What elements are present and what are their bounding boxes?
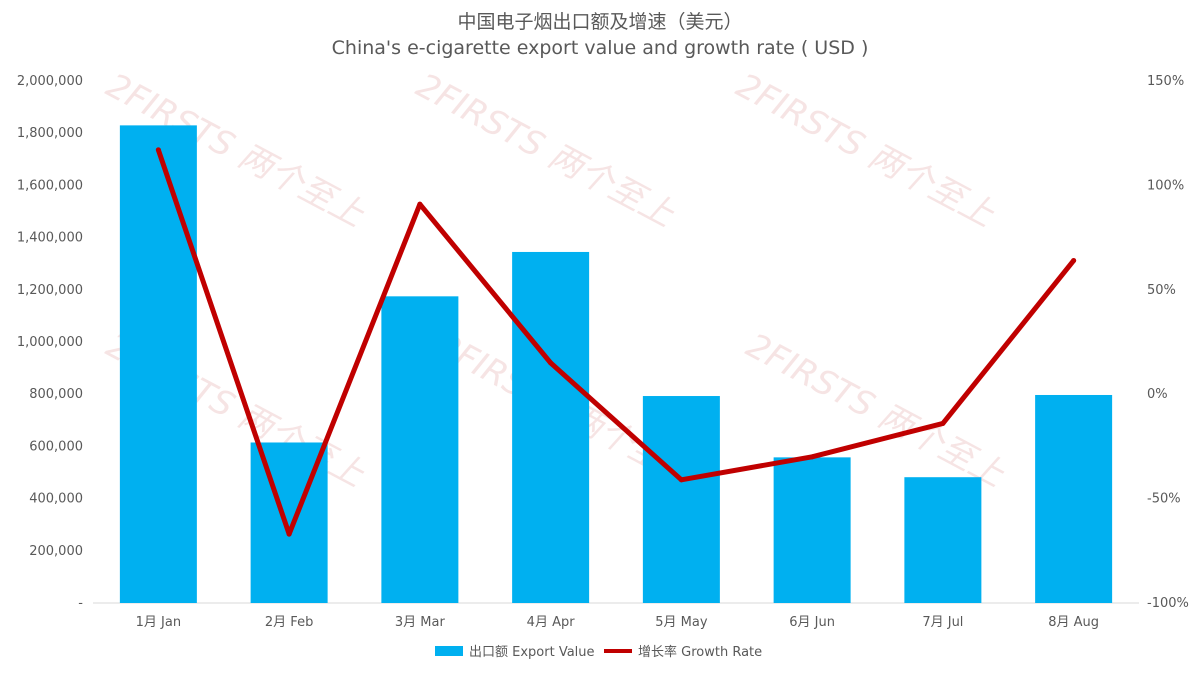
bar-export-value [381,296,459,603]
legend-label-growth: 增长率 Growth Rate [638,644,762,660]
y-right-tick-label: 150% [1147,74,1184,89]
point-growth-rate [286,531,292,537]
y-right-tick-label: -100% [1147,596,1189,611]
y-right-tick-label: -50% [1147,492,1181,507]
watermark-text: 2FIRSTS 两个至上 [730,66,1002,236]
y-left-tick-label: 1,200,000 [17,283,83,298]
bar-export-value [904,477,982,603]
x-tick-label: 7月 Jul [922,615,963,630]
chart-subtitle: China's e-cigarette export value and gro… [332,37,869,59]
point-growth-rate [155,147,161,153]
y-left-tick-label: 400,000 [29,492,83,507]
x-tick-label: 6月 Jun [789,615,835,630]
point-growth-rate [678,477,684,483]
y-left-tick-label: - [78,596,83,611]
bar-export-value [512,251,590,603]
bar-export-value [773,457,851,603]
bar-export-value [119,125,197,604]
y-left-tick-label: 600,000 [29,439,83,454]
chart-title: 中国电子烟出口额及增速（美元） [457,11,742,33]
y-right-tick-label: 50% [1147,283,1176,298]
point-growth-rate [1071,258,1077,264]
point-growth-rate [417,201,423,207]
x-tick-label: 4月 Apr [527,615,576,630]
bar-export-value [642,396,720,603]
right-axis-ticks: -100% -50% 0% 50% 100% 150% [1147,74,1189,611]
x-tick-label: 2月 Feb [265,615,313,630]
watermark-text: 2FIRSTS 两个至上 [410,66,682,236]
legend-swatch-export [435,646,463,656]
y-right-tick-label: 0% [1147,387,1168,402]
legend-label-export: 出口额 Export Value [469,645,595,660]
line-growth-rate [155,147,1077,537]
export-value-bars [119,125,1113,604]
growth-rate-line [155,147,1077,537]
y-left-tick-label: 1,600,000 [17,178,83,193]
point-growth-rate [940,420,946,426]
bar-export-value [1035,394,1113,603]
y-left-tick-label: 1,400,000 [17,231,83,246]
x-tick-label: 3月 Mar [395,615,446,630]
x-tick-label: 8月 Aug [1048,615,1099,630]
x-tick-label: 5月 May [655,615,708,630]
y-left-tick-label: 1,800,000 [17,126,83,141]
y-left-tick-label: 2,000,000 [17,74,83,89]
y-left-tick-label: 800,000 [29,387,83,402]
x-axis-labels: 1月 Jan 2月 Feb 3月 Mar 4月 Apr 5月 May 6月 Jun 7月 J… [136,615,1099,630]
point-growth-rate [548,360,554,366]
left-axis-ticks: - 200,000 400,000 600,000 800,000 1,000,000 1,… [17,74,83,611]
legend: 出口额 Export Value 增长率 Growth Rate [435,644,762,660]
point-growth-rate [809,454,815,460]
y-right-tick-label: 100% [1147,178,1184,193]
x-tick-label: 1月 Jan [136,615,181,630]
y-left-tick-label: 200,000 [29,544,83,559]
y-left-tick-label: 1,000,000 [17,335,83,350]
